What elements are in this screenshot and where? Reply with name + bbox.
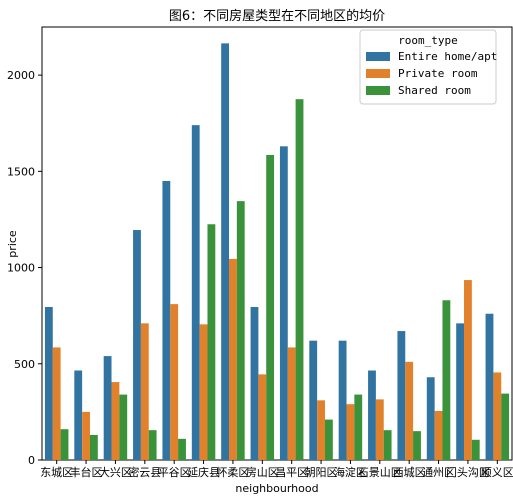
y-tick-labels: 0 500 1000 1500 2000 [7, 69, 42, 467]
bar [309, 340, 318, 460]
bar [207, 224, 216, 460]
y-tick-label: 2000 [7, 69, 35, 82]
y-tick-label: 500 [14, 358, 35, 371]
x-tick-label: 大兴区 [99, 465, 132, 479]
bar [279, 146, 288, 460]
bar [324, 419, 333, 460]
bar [397, 331, 406, 460]
x-tick-label: 海淀区 [334, 465, 367, 479]
bar [434, 410, 443, 460]
bar [368, 370, 376, 460]
legend-entry: Entire home/apt [398, 50, 497, 63]
x-axis-title: neighbourhood [235, 482, 318, 495]
bar [493, 372, 502, 460]
y-axis-title: price [6, 230, 19, 258]
y-tick-label: 1500 [7, 165, 35, 178]
legend-frame [359, 29, 497, 105]
plot-area [41, 26, 513, 461]
bar [456, 323, 465, 460]
bar [258, 374, 267, 460]
bar [60, 429, 69, 460]
bar [442, 300, 451, 460]
bar [178, 438, 186, 460]
bar [111, 382, 120, 460]
bar [471, 439, 480, 460]
legend-swatch [366, 86, 390, 95]
bar [426, 377, 435, 460]
y-tick-label: 0 [28, 454, 35, 467]
bar [375, 399, 384, 460]
bar [317, 400, 325, 460]
bar [89, 434, 98, 460]
x-tick-label: 朝阳区 [305, 466, 338, 479]
legend-swatch [366, 52, 390, 61]
bar [383, 430, 392, 460]
bar [221, 43, 230, 461]
legend-title: room_type [398, 34, 458, 47]
x-tick-label: 房山区 [246, 466, 279, 479]
bar [485, 313, 494, 460]
bar [229, 258, 237, 460]
y-tick-label: 1000 [7, 262, 35, 275]
bar [148, 430, 157, 460]
bar [250, 307, 259, 460]
bar [266, 154, 275, 461]
chart-title: 图6：不同房屋类型在不同地区的均价 [169, 8, 385, 24]
bars-group [44, 43, 510, 461]
bar [199, 324, 208, 460]
bar [338, 340, 347, 460]
x-tick-label: 怀柔区 [216, 466, 249, 479]
x-tick-label: 东城区 [40, 466, 73, 479]
bar [44, 307, 53, 460]
x-tick-label: 通州区 [422, 466, 455, 479]
x-tick-label: 门头沟区 [446, 465, 490, 479]
legend-entry: Private room [398, 67, 478, 80]
bar [170, 304, 179, 460]
bar [140, 323, 149, 460]
x-tick-label: 昌平区 [275, 466, 308, 479]
bar [103, 356, 112, 460]
plot-frame [41, 26, 513, 461]
legend: room_type Entire home/apt Private room Sha… [359, 29, 497, 105]
bar [119, 394, 128, 460]
bar [413, 431, 421, 460]
bar [191, 125, 200, 461]
x-tick-label: 平谷区 [158, 466, 191, 479]
bar [133, 230, 141, 460]
bar [74, 370, 83, 460]
x-tick-label: 丰台区 [70, 465, 103, 479]
x-tick-label: 西城区 [393, 466, 426, 479]
bar [346, 404, 355, 460]
bar [52, 347, 61, 460]
bar [82, 411, 90, 460]
bar [295, 99, 304, 461]
x-tick-label: 延庆县 [187, 465, 220, 479]
bar [464, 280, 472, 460]
x-tick-label: 密云县 [128, 465, 161, 479]
x-tick-labels: 东城区丰台区大兴区密云县平谷区延庆县怀柔区房山区昌平区朝阳区海淀区石景山区西城区… [40, 460, 513, 479]
bar [162, 180, 171, 460]
bar [287, 347, 296, 460]
bar [501, 393, 510, 460]
bar [236, 201, 245, 460]
legend-swatch [366, 69, 390, 78]
x-tick-label: 顺义区 [481, 466, 513, 479]
bar [405, 361, 414, 460]
bar [354, 394, 363, 460]
x-tick-label: 石景山区 [358, 466, 402, 479]
legend-entry: Shared room [398, 84, 471, 97]
